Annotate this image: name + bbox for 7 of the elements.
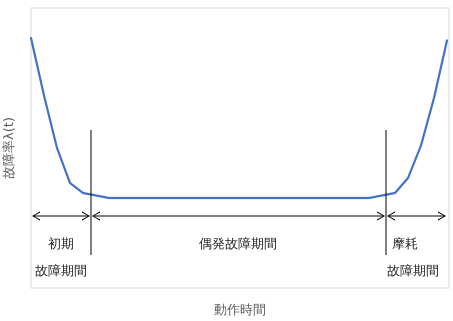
y-axis-title: 故障率λ(t) [1,117,17,179]
annotation: 故障期間 [387,264,439,279]
text: 動作時間 [214,303,266,318]
annotation: 故障期間 [35,264,87,279]
annotation: 摩耗 [392,237,418,252]
annotation: 初期 [48,237,74,252]
annotation: 偶発故障期間 [199,237,277,252]
